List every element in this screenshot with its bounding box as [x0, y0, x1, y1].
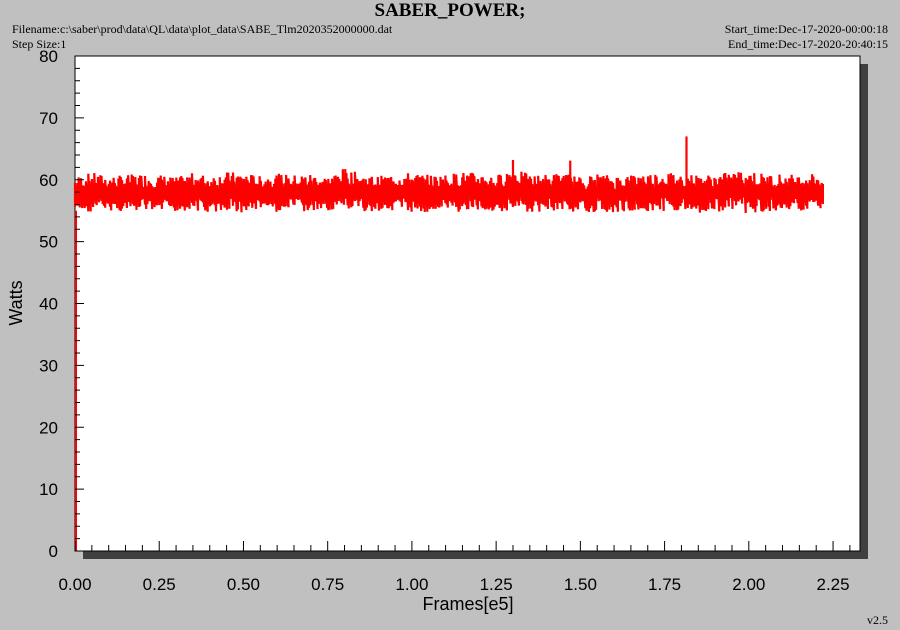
y-tick-label: 70 — [39, 109, 58, 128]
y-tick-label: 50 — [39, 233, 58, 252]
y-tick-label: 40 — [39, 295, 58, 314]
series-line — [73, 169, 824, 213]
series-layer — [73, 136, 824, 551]
x-tick-label: 1.00 — [395, 575, 428, 594]
plot-background — [74, 55, 861, 552]
x-tick-label: 1.25 — [480, 575, 513, 594]
start-time-label: Start_time:Dec-17-2020-00:00:18 — [724, 22, 888, 36]
y-tick-label: 80 — [39, 47, 58, 66]
y-tick-label: 30 — [39, 356, 58, 375]
x-tick-label: 1.50 — [564, 575, 597, 594]
version-label: v2.5 — [867, 613, 888, 627]
x-axis-title: Frames[e5] — [422, 594, 513, 614]
x-tick-label: 0.25 — [143, 575, 176, 594]
x-tick-label: 2.00 — [732, 575, 765, 594]
y-tick-label: 10 — [39, 480, 58, 499]
axes-layer: 0 10 20 30 40 50 60 70 80 0.00 0.25 0.50 0.75 1.00 1.2… — [39, 47, 851, 594]
x-tick-label: 0.00 — [58, 575, 91, 594]
y-tick-label: 20 — [39, 418, 58, 437]
x-tick-label: 1.75 — [648, 575, 681, 594]
end-time-label: End_time:Dec-17-2020-20:40:15 — [728, 37, 888, 51]
chart-title: SABER_POWER; — [374, 0, 526, 21]
x-tick-label: 0.75 — [311, 575, 344, 594]
x-tick-label: 0.50 — [227, 575, 260, 594]
filename-label: Filename:c:\saber\prod\data\QL\data\plot… — [12, 22, 393, 36]
y-tick-label: 0 — [49, 542, 58, 561]
x-tick-label: 2.25 — [817, 575, 850, 594]
y-tick-label: 60 — [39, 171, 58, 190]
y-axis-title: Watts — [6, 280, 26, 325]
step-size-label: Step Size:1 — [12, 37, 67, 51]
